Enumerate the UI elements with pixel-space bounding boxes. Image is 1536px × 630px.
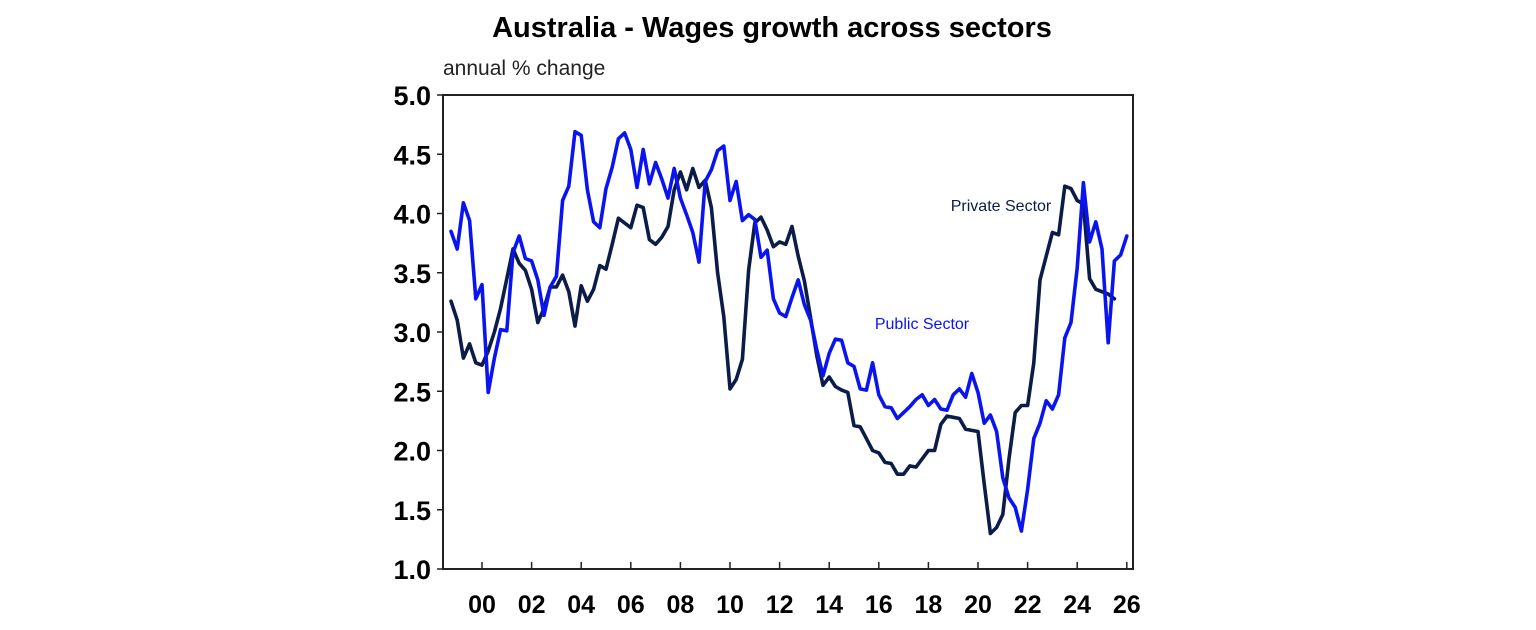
x-tick-label: 06 xyxy=(617,591,645,619)
y-tick-label: 5.0 xyxy=(393,81,431,111)
x-tick-label: 24 xyxy=(1063,591,1091,619)
y-tick-label: 3.5 xyxy=(393,259,431,289)
private-sector-label: Private Sector xyxy=(951,198,1052,215)
chart-title: Australia - Wages growth across sectors xyxy=(492,12,1052,44)
y-tick-label: 1.5 xyxy=(393,496,431,526)
x-tick-label: 16 xyxy=(865,591,893,619)
x-tick-label: 08 xyxy=(666,591,694,619)
x-tick-label: 18 xyxy=(914,591,942,619)
y-tick-label: 2.0 xyxy=(393,437,431,467)
y-tick-label: 4.0 xyxy=(393,200,431,230)
y-tick-label: 1.0 xyxy=(393,555,431,585)
x-tick-label: 04 xyxy=(567,591,595,619)
x-tick-label: 14 xyxy=(815,591,843,619)
x-tick-label: 22 xyxy=(1014,591,1042,619)
private-sector-line xyxy=(449,166,1117,536)
x-axis: 00 02 04 06 08 10 12 14 16 18 20 22 24 26 xyxy=(468,562,1141,619)
plot-frame xyxy=(442,94,1134,570)
x-tick-label: 20 xyxy=(964,591,992,619)
series-lines xyxy=(449,129,1129,536)
x-tick-label: 12 xyxy=(766,591,794,619)
public-sector-line xyxy=(449,129,1129,533)
x-tick-label: 02 xyxy=(518,591,546,619)
y-axis: 1.0 1.5 2.0 2.5 3.0 3.5 4.0 4.5 5.0 xyxy=(393,81,443,585)
y-tick-label: 4.5 xyxy=(393,140,431,170)
y-tick-label: 3.0 xyxy=(393,318,431,348)
x-tick-label: 26 xyxy=(1113,591,1141,619)
series-labels: Private Sector Public Sector xyxy=(875,198,1052,333)
x-tick-label: 10 xyxy=(716,591,744,619)
y-axis-unit-label: annual % change xyxy=(443,57,606,80)
y-tick-label: 2.5 xyxy=(393,377,431,407)
public-sector-label: Public Sector xyxy=(875,316,970,333)
x-tick-label: 00 xyxy=(468,591,496,619)
